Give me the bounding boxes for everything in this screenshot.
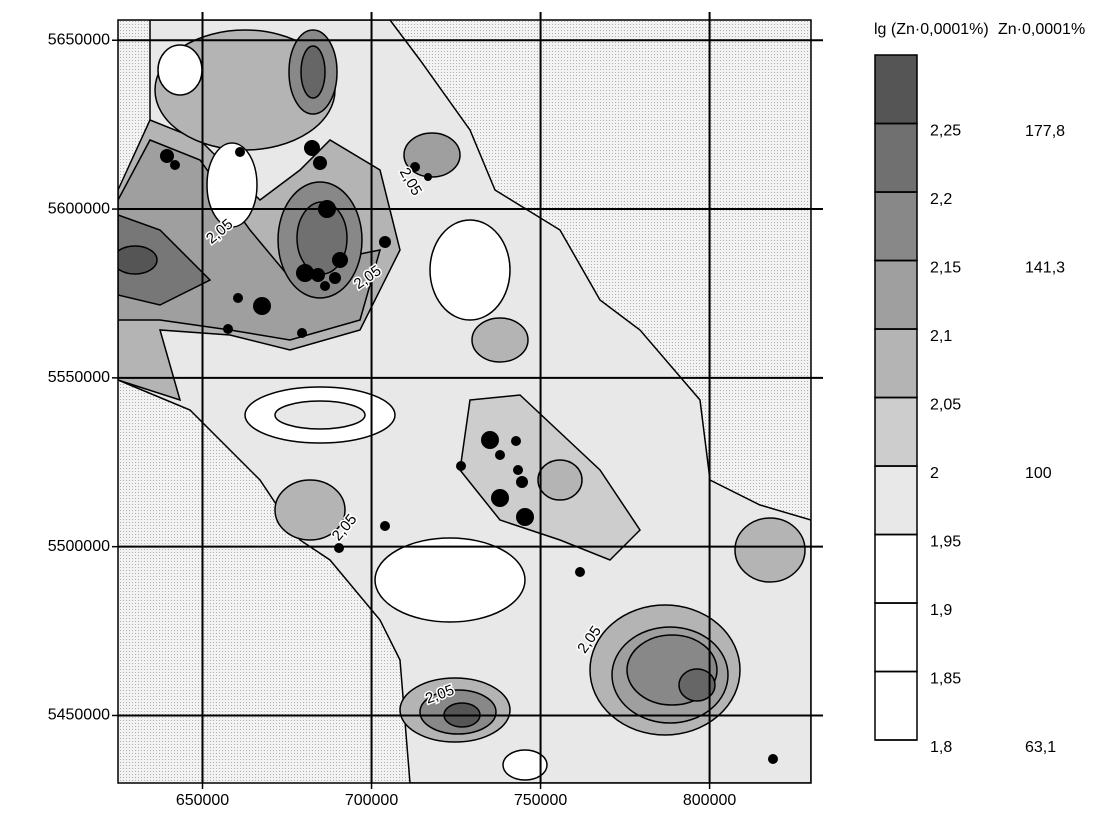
legend-title: lg (Zn·0,0001%) bbox=[874, 21, 989, 38]
colorbar-label: 2 bbox=[930, 465, 939, 482]
contour-band bbox=[537, 459, 583, 501]
colorbar-band bbox=[874, 328, 918, 399]
colorbar-band bbox=[874, 54, 918, 125]
secondary-label: 141,3 bbox=[1025, 260, 1065, 277]
x-tick-label: 800000 bbox=[683, 792, 736, 809]
colorbar-label: 2,2 bbox=[930, 191, 952, 208]
colorbar-band bbox=[874, 396, 918, 467]
contour-band bbox=[429, 219, 511, 321]
contour-band bbox=[274, 479, 346, 541]
colorbar-label: 1,95 bbox=[930, 534, 961, 551]
contour-band bbox=[206, 142, 258, 228]
y-tick-label: 5650000 bbox=[48, 31, 110, 48]
colorbar-label: 1,8 bbox=[930, 739, 952, 756]
x-tick-label: 700000 bbox=[345, 792, 398, 809]
colorbar-band bbox=[874, 533, 918, 604]
plot-frame bbox=[117, 19, 812, 784]
y-tick-label: 5500000 bbox=[48, 538, 110, 555]
secondary-label: 177,8 bbox=[1025, 123, 1065, 140]
contour-band bbox=[734, 517, 806, 583]
colorbar-band bbox=[874, 670, 918, 741]
contour-band bbox=[300, 45, 326, 99]
contour-band bbox=[118, 214, 212, 306]
contour-band bbox=[157, 44, 203, 96]
contour-band bbox=[502, 749, 548, 781]
secondary-label: 100 bbox=[1025, 465, 1052, 482]
secondary-label: 63,1 bbox=[1025, 739, 1056, 756]
colorbar-band bbox=[874, 122, 918, 193]
colorbar-label: 2,05 bbox=[930, 397, 961, 414]
colorbar-label: 1,9 bbox=[930, 602, 952, 619]
contour-band bbox=[471, 317, 529, 363]
y-tick-label: 5550000 bbox=[48, 369, 110, 386]
contour-band bbox=[118, 245, 158, 275]
colorbar-label: 2,25 bbox=[930, 123, 961, 140]
x-tick-label: 650000 bbox=[176, 792, 229, 809]
contour-band bbox=[678, 668, 716, 702]
colorbar-band bbox=[874, 259, 918, 330]
colorbar-label: 1,85 bbox=[930, 671, 961, 688]
colorbar-band bbox=[874, 191, 918, 262]
colorbar-band bbox=[874, 602, 918, 673]
y-tick-label: 5600000 bbox=[48, 200, 110, 217]
y-tick-label: 5450000 bbox=[48, 707, 110, 724]
secondary-title: Zn·0,0001% bbox=[998, 21, 1085, 38]
contour-band bbox=[274, 400, 366, 430]
contour-band bbox=[374, 537, 526, 623]
x-tick-label: 750000 bbox=[514, 792, 567, 809]
sample-points bbox=[160, 140, 778, 764]
colorbar-band bbox=[874, 465, 918, 536]
contour-map bbox=[118, 20, 811, 783]
colorbar-label: 2,15 bbox=[930, 260, 961, 277]
colorbar-label: 2,1 bbox=[930, 328, 952, 345]
